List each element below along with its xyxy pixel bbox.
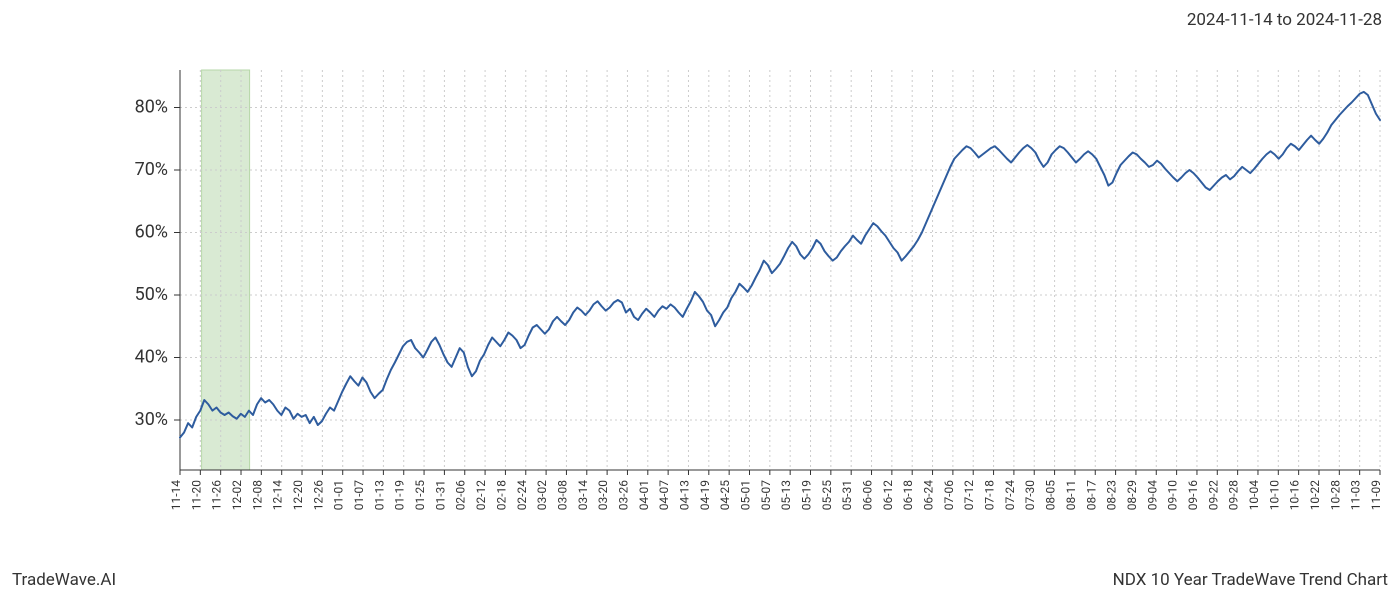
svg-text:03-14: 03-14 [576, 480, 590, 511]
chart-title-label: NDX 10 Year TradeWave Trend Chart [1113, 570, 1388, 590]
svg-text:09-10: 09-10 [1166, 480, 1180, 511]
svg-text:03-26: 03-26 [616, 480, 630, 511]
svg-text:09-22: 09-22 [1206, 480, 1220, 511]
svg-text:02-06: 02-06 [454, 480, 468, 511]
svg-text:10-28: 10-28 [1328, 480, 1342, 511]
svg-text:06-18: 06-18 [901, 480, 915, 511]
svg-text:06-24: 06-24 [922, 480, 936, 511]
svg-text:11-26: 11-26 [210, 480, 224, 511]
svg-text:08-05: 08-05 [1044, 480, 1058, 511]
chart-container: 30% 40% 50% 60% 70% 80% 11-14 11-20 11-26 12-02 12… [0, 50, 1400, 560]
svg-text:06-06: 06-06 [861, 480, 875, 511]
svg-text:02-24: 02-24 [515, 480, 529, 511]
svg-text:04-01: 04-01 [637, 480, 651, 510]
svg-text:05-13: 05-13 [779, 480, 793, 510]
svg-text:11-20: 11-20 [189, 480, 203, 511]
svg-text:12-08: 12-08 [250, 480, 264, 511]
svg-text:70%: 70% [135, 159, 168, 180]
svg-text:09-16: 09-16 [1186, 480, 1200, 511]
svg-text:03-08: 03-08 [555, 480, 569, 511]
svg-text:08-17: 08-17 [1084, 480, 1098, 511]
svg-text:12-26: 12-26 [311, 480, 325, 511]
svg-text:07-06: 07-06 [942, 480, 956, 511]
svg-text:03-20: 03-20 [596, 480, 610, 511]
svg-text:04-25: 04-25 [718, 480, 732, 511]
svg-text:02-18: 02-18 [494, 480, 508, 511]
svg-text:05-07: 05-07 [759, 480, 773, 511]
svg-text:07-12: 07-12 [962, 480, 976, 511]
svg-text:50%: 50% [135, 284, 168, 305]
svg-text:08-29: 08-29 [1125, 480, 1139, 510]
svg-text:05-31: 05-31 [840, 480, 854, 510]
svg-text:40%: 40% [135, 346, 168, 367]
svg-text:01-13: 01-13 [372, 480, 386, 510]
svg-text:06-12: 06-12 [881, 480, 895, 511]
svg-text:08-11: 08-11 [1064, 480, 1078, 510]
svg-text:04-13: 04-13 [677, 480, 691, 510]
svg-text:01-31: 01-31 [433, 480, 447, 510]
svg-text:03-02: 03-02 [535, 480, 549, 511]
svg-text:12-02: 12-02 [230, 480, 244, 511]
brand-label: TradeWave.AI [12, 570, 116, 590]
svg-text:10-16: 10-16 [1288, 480, 1302, 511]
svg-text:04-07: 04-07 [657, 480, 671, 511]
svg-text:07-18: 07-18 [983, 480, 997, 511]
svg-text:01-01: 01-01 [332, 480, 346, 510]
svg-text:10-04: 10-04 [1247, 480, 1261, 511]
svg-text:01-19: 01-19 [393, 480, 407, 510]
svg-text:11-09: 11-09 [1369, 480, 1383, 510]
svg-text:09-28: 09-28 [1227, 480, 1241, 511]
svg-text:07-24: 07-24 [1003, 480, 1017, 511]
svg-text:05-01: 05-01 [738, 480, 752, 510]
svg-text:07-30: 07-30 [1023, 480, 1037, 511]
svg-text:01-25: 01-25 [413, 480, 427, 511]
svg-text:04-19: 04-19 [698, 480, 712, 510]
svg-text:01-07: 01-07 [352, 480, 366, 511]
svg-text:02-12: 02-12 [474, 480, 488, 511]
svg-text:09-04: 09-04 [1145, 480, 1159, 511]
svg-text:10-10: 10-10 [1267, 480, 1281, 511]
svg-text:10-22: 10-22 [1308, 480, 1322, 511]
svg-text:08-23: 08-23 [1105, 480, 1119, 510]
trend-chart-svg: 30% 40% 50% 60% 70% 80% 11-14 11-20 11-26 12-02 12… [0, 50, 1400, 560]
svg-text:12-14: 12-14 [271, 480, 285, 511]
svg-text:60%: 60% [135, 221, 168, 242]
svg-text:05-25: 05-25 [820, 480, 834, 511]
svg-text:11-14: 11-14 [169, 480, 183, 511]
svg-text:11-03: 11-03 [1349, 480, 1363, 510]
date-range-label: 2024-11-14 to 2024-11-28 [1187, 10, 1382, 30]
svg-text:30%: 30% [135, 409, 168, 430]
svg-text:05-19: 05-19 [800, 480, 814, 510]
svg-text:80%: 80% [135, 96, 168, 117]
svg-text:12-20: 12-20 [291, 480, 305, 511]
